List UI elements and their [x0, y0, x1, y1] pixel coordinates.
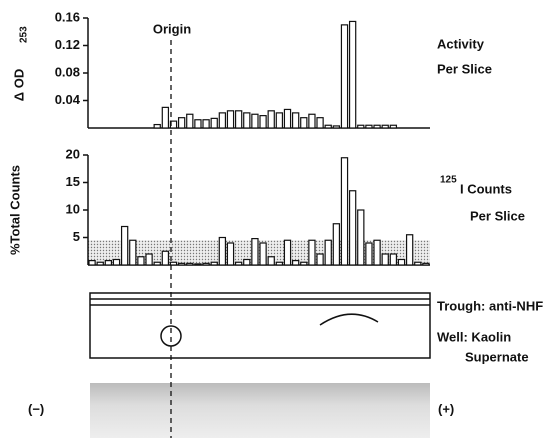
bar [267, 256, 275, 266]
bar [234, 110, 243, 129]
bar [340, 24, 349, 129]
bar [308, 113, 316, 129]
bar [389, 124, 398, 129]
bar [283, 239, 292, 266]
bar [243, 112, 251, 129]
bar [422, 262, 430, 266]
bar [177, 262, 186, 266]
y-tick-label: 20 [66, 146, 80, 161]
well-label: Supernate [465, 349, 529, 364]
bar [348, 190, 357, 266]
bar [316, 117, 324, 129]
bar [234, 261, 243, 266]
y-tick-label: 0.08 [55, 64, 80, 79]
bar [357, 124, 365, 129]
y-tick-label: 5 [73, 229, 80, 244]
y-tick-label: 0.04 [55, 92, 81, 107]
bar [129, 239, 137, 266]
bar [210, 261, 218, 266]
bar [365, 242, 373, 266]
bar [405, 234, 414, 266]
bar [414, 261, 422, 266]
origin-label: Origin [153, 21, 191, 36]
bar [365, 124, 373, 129]
bar [389, 253, 398, 266]
bar [332, 125, 341, 129]
bar [186, 113, 194, 129]
bar [373, 124, 381, 129]
bar [300, 117, 308, 129]
bar [169, 261, 178, 266]
bar [202, 262, 210, 266]
side-label: I Counts [460, 181, 512, 196]
bar [218, 236, 227, 266]
bar [251, 113, 259, 129]
bar [161, 106, 170, 129]
bar [218, 112, 227, 129]
bar [88, 260, 96, 266]
bar [259, 115, 267, 129]
bar [226, 110, 235, 129]
side-label: Activity [437, 36, 485, 51]
y-axis-label: %Total Counts [7, 165, 22, 255]
bar [243, 258, 251, 266]
side-label: Per Slice [437, 61, 492, 76]
bar [153, 123, 161, 129]
bar [177, 117, 186, 129]
bar [226, 242, 235, 266]
bar [96, 261, 104, 266]
gel-diagram [89, 292, 431, 359]
cathode-label: (−) [28, 401, 44, 416]
bar [194, 119, 202, 129]
bar [202, 119, 210, 129]
bar [291, 112, 300, 129]
bar [348, 20, 357, 129]
y-axis-label-sub: 253 [19, 26, 30, 43]
trough-label: Trough: anti-NHF [437, 298, 543, 313]
bar [291, 260, 300, 266]
side-label-sup: 125 [440, 175, 457, 186]
bar [120, 225, 129, 266]
bar [324, 239, 332, 266]
bar [104, 260, 113, 266]
anode-label: (+) [438, 401, 454, 416]
bar [381, 253, 389, 266]
bar [373, 239, 381, 266]
y-tick-label: 15 [66, 174, 80, 189]
bar [210, 117, 218, 129]
bar [145, 253, 153, 266]
bar [153, 261, 161, 266]
bar [332, 223, 341, 266]
bar [283, 108, 292, 129]
bar [267, 110, 275, 129]
bar [340, 157, 349, 266]
bar [381, 124, 389, 129]
bar [316, 253, 324, 266]
y-tick-label: 10 [66, 201, 80, 216]
y-tick-label: 0.16 [55, 9, 80, 24]
well-label: Well: Kaolin [437, 329, 511, 344]
shaded-band [88, 240, 430, 265]
bar [324, 124, 332, 129]
side-label: Per Slice [470, 208, 525, 223]
bar [137, 256, 145, 266]
bar [186, 262, 194, 266]
bar [308, 239, 316, 266]
bar [275, 112, 284, 129]
bar [251, 238, 259, 266]
bar [112, 258, 121, 266]
bar [300, 261, 308, 266]
y-tick-label: 0.12 [55, 37, 80, 52]
bar [194, 263, 202, 266]
bar [275, 261, 284, 266]
precipitin-arc [319, 313, 379, 326]
bar [397, 258, 406, 266]
y-axis-label: Δ OD [11, 69, 26, 101]
gel-photo [90, 383, 430, 438]
bar [161, 250, 170, 266]
bar [259, 242, 267, 266]
bar [357, 209, 365, 266]
